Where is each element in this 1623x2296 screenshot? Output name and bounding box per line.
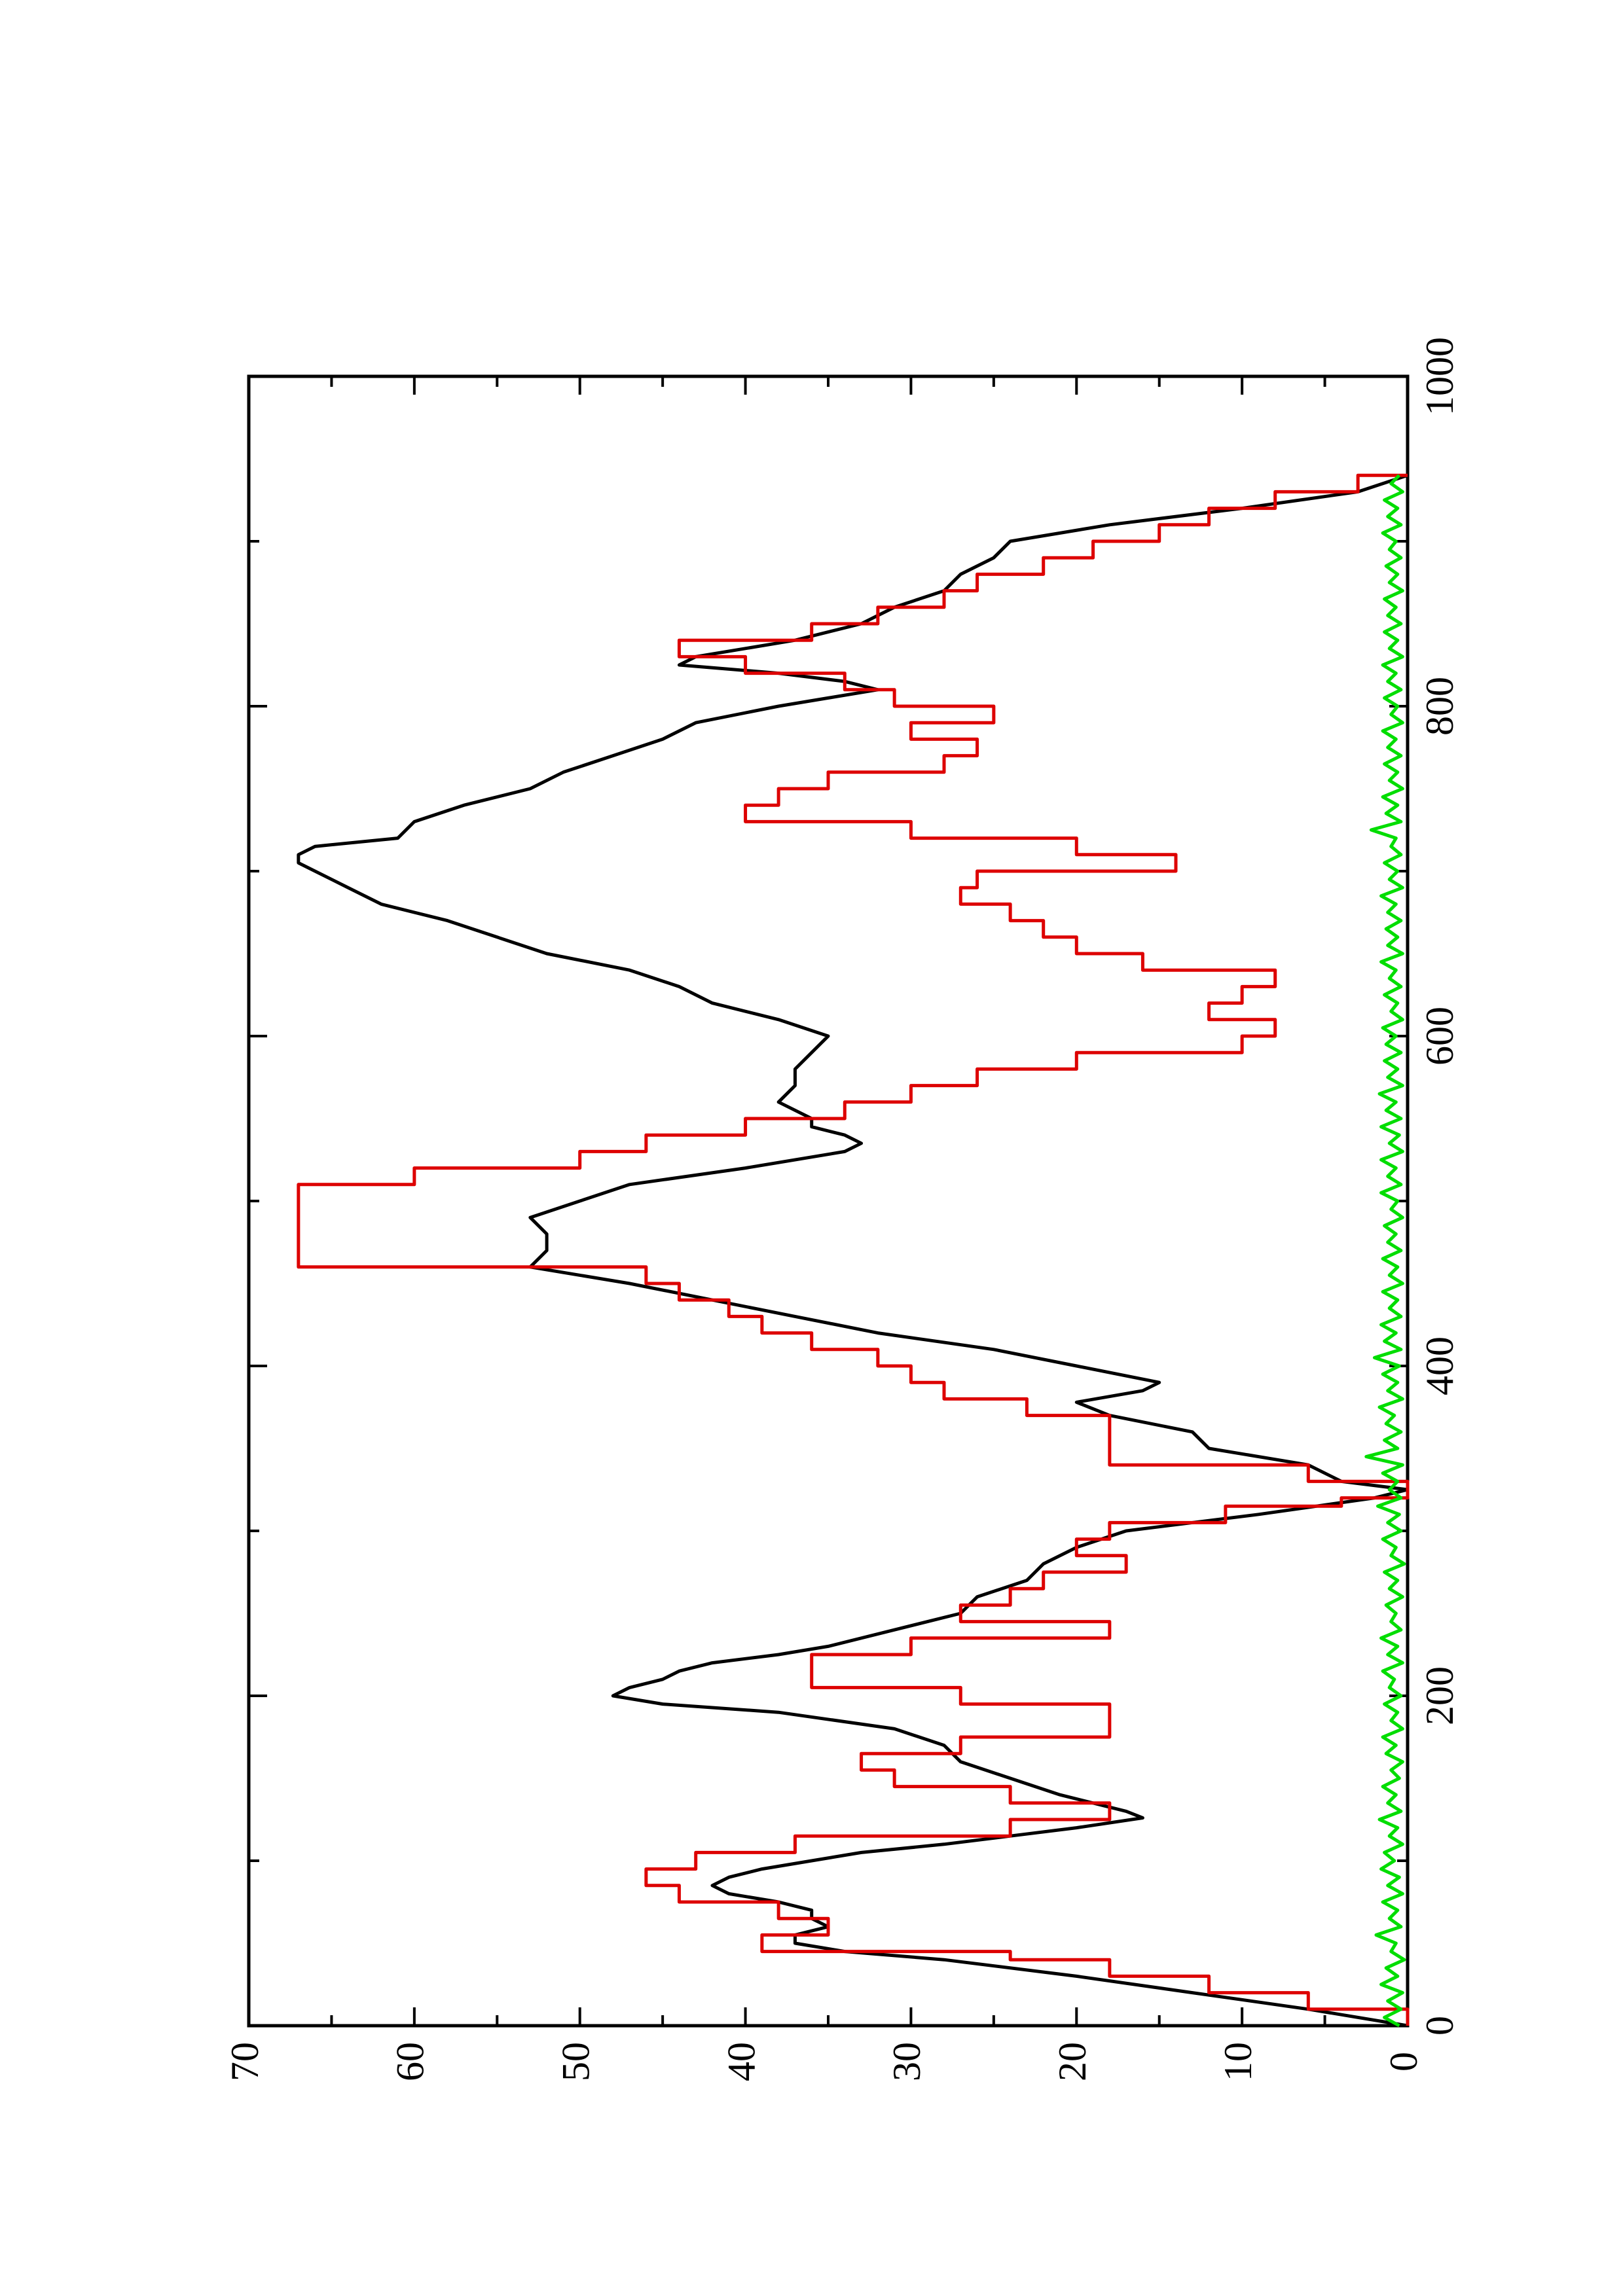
y-tick-label: 40 [720, 2042, 763, 2081]
y-tick-label: 50 [554, 2042, 597, 2081]
x-tick-label: 0 [1418, 2016, 1461, 2036]
axis-ticks [247, 375, 1409, 2027]
y-tick-label: 10 [1216, 2042, 1260, 2081]
series-line-1 [297, 473, 1410, 2028]
x-tick-label: 400 [1418, 1336, 1461, 1395]
x-tick-label: 1000 [1418, 337, 1461, 416]
y-tick-label: 30 [885, 2042, 928, 2081]
x-tick-label: 200 [1418, 1666, 1461, 1725]
series-line-3 [1364, 474, 1406, 2028]
series-layer [297, 473, 1410, 2028]
y-tick-label: 70 [223, 2042, 266, 2081]
axis-tick-labels: 0 200 400 600 800 1000 0 10 20 30 40 50 60 70 [223, 337, 1461, 2081]
y-tick-label: 20 [1051, 2042, 1094, 2081]
x-tick-label: 600 [1418, 1007, 1461, 1066]
y-tick-label: 60 [389, 2042, 432, 2081]
y-tick-label: 0 [1382, 2052, 1425, 2072]
x-tick-label: 800 [1418, 677, 1461, 736]
series-line-2 [297, 473, 1410, 2026]
